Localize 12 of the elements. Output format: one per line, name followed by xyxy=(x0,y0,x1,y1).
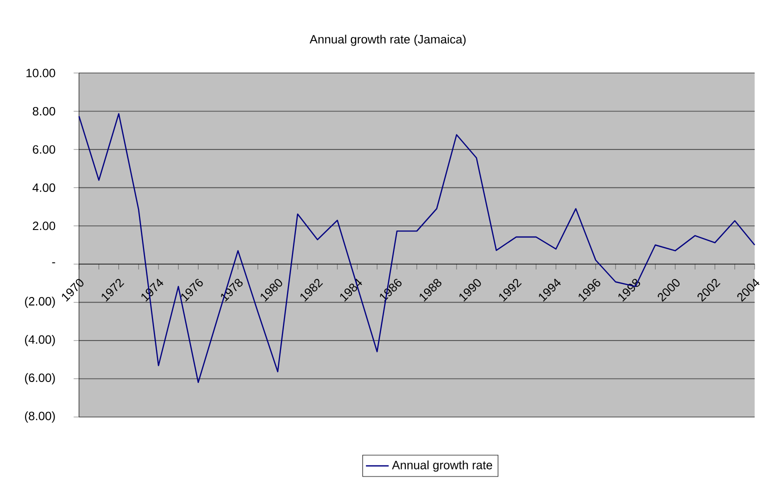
y-tick-label: 4.00 xyxy=(32,183,56,192)
y-tick-label: 8.00 xyxy=(32,106,56,116)
y-tick-label: - xyxy=(52,262,56,264)
y-tick-label: (6.00) xyxy=(25,373,55,384)
y-tick-label: 10.00 xyxy=(26,68,56,78)
y-tick-label: (2.00) xyxy=(25,296,55,308)
y-tick-label: 2.00 xyxy=(32,222,56,230)
y-tick-label: (4.00) xyxy=(25,334,55,346)
y-tick-label: 6.00 xyxy=(32,145,56,154)
y-tick-label: (8.00) xyxy=(25,411,55,423)
legend-label: Annual growth rate xyxy=(392,460,492,472)
chart-title: Annual growth rate (Jamaica) xyxy=(310,34,466,46)
